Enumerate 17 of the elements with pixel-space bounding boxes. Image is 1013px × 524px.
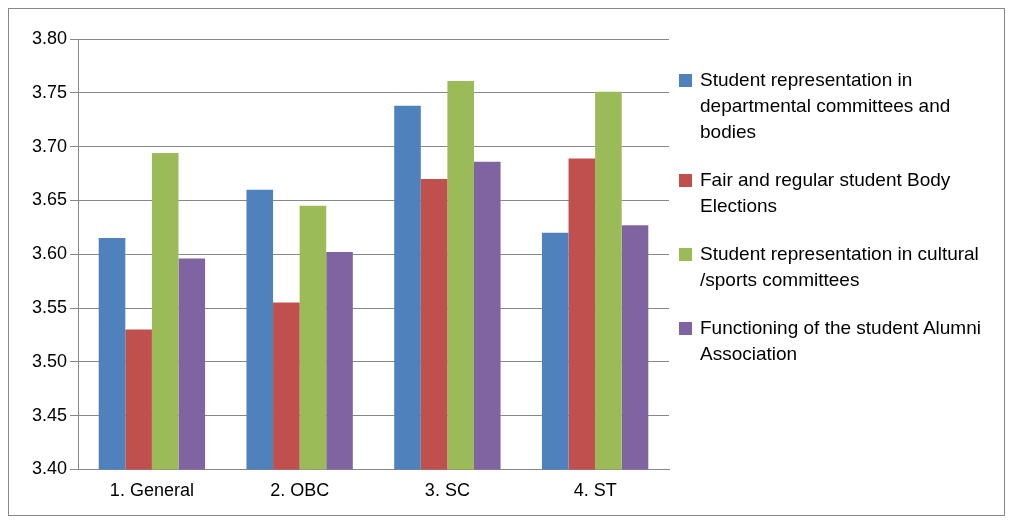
- y-tick-label: 3.65: [31, 189, 68, 210]
- y-tick-label: 3.75: [31, 81, 68, 102]
- y-tick-label: 3.55: [31, 296, 68, 317]
- x-tick-label: 2. OBC: [270, 480, 330, 501]
- y-tick-label: 3.60: [31, 243, 68, 264]
- y-tick-label: 3.70: [31, 135, 68, 156]
- y-tick-label: 3.80: [31, 27, 68, 48]
- y-tick-label: 3.40: [31, 458, 68, 479]
- y-tick-label: 3.45: [31, 404, 68, 425]
- legend-label: Functioning of the student Alumni Association: [700, 316, 982, 366]
- legend-label: Student representation in cultural /sports committees: [700, 242, 980, 292]
- legend-label: Fair and regular student Body Elections: [700, 168, 952, 218]
- x-tick-label: 3. SC: [424, 480, 470, 501]
- y-tick-label: 3.50: [31, 350, 68, 371]
- x-tick-label: 1. General: [109, 480, 194, 501]
- legend-label: Student representation in departmental committees and bodies: [700, 68, 952, 144]
- x-tick-label: 4. ST: [573, 480, 617, 501]
